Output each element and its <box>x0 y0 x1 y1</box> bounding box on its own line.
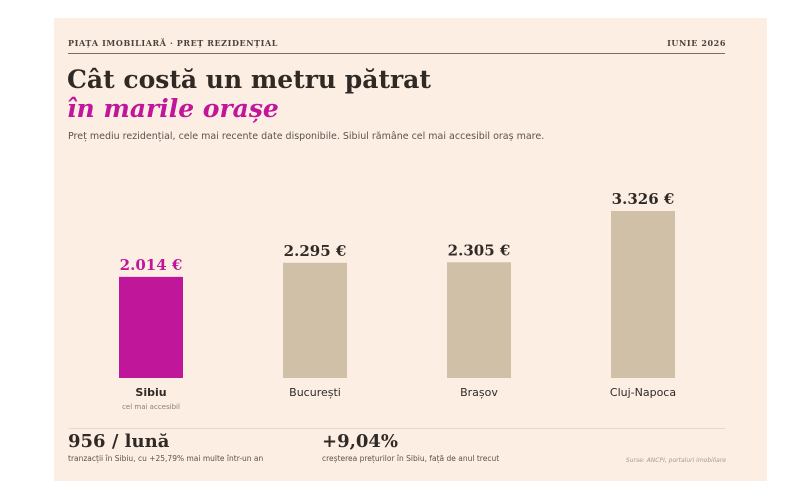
price-bar-chart: 2.014 € Sibiu cel mai accesibil 2.295 € Bucu… <box>119 190 676 411</box>
footer-divider <box>68 428 725 429</box>
headline-line-2: în marile orașe <box>67 94 279 123</box>
stat-transactions: 956 / lună tranzacții în Sibiu, cu +25,7… <box>68 431 263 463</box>
stat-transactions-value: 956 / lună <box>68 431 170 452</box>
highlight-note: cel mai accesibil <box>122 403 180 411</box>
bar-value-label: 2.305 € <box>448 241 511 259</box>
bar-cluj-napoca <box>611 211 675 378</box>
source-note: Surse: ANCPI, portaluri imobiliare <box>625 457 726 464</box>
chart-subtitle: Preț mediu rezidențial, cele mai recente… <box>68 131 545 142</box>
bar-value-label: 2.014 € <box>120 256 183 274</box>
bar-value-label: 2.295 € <box>284 242 347 260</box>
infographic-card: PIAȚA IMOBILIARĂ · PREȚ REZIDENȚIAL IUNI… <box>54 18 767 481</box>
category-label: Brașov <box>460 386 498 399</box>
issue-date: IUNIE 2026 <box>667 38 726 48</box>
section-eyebrow: PIAȚA IMOBILIARĂ · PREȚ REZIDENȚIAL <box>68 38 279 48</box>
bar-brașov <box>447 262 511 378</box>
header-divider <box>68 53 725 54</box>
stat-price-growth: +9,04% creșterea prețurilor în Sibiu, fa… <box>322 431 499 463</box>
stat-price-growth-value: +9,04% <box>322 431 399 452</box>
headline-line-1: Cât costă un metru pătrat <box>67 65 431 94</box>
category-label: Cluj-Napoca <box>610 386 676 399</box>
category-label: București <box>289 386 341 399</box>
bar-bucurești <box>283 262 347 378</box>
bar-sibiu <box>119 276 183 378</box>
stat-transactions-caption: tranzacții în Sibiu, cu +25,79% mai mult… <box>68 454 264 463</box>
category-label: Sibiu <box>135 386 166 399</box>
stat-price-growth-caption: creșterea prețurilor în Sibiu, față de a… <box>322 454 500 463</box>
bar-value-label: 3.326 € <box>612 190 675 208</box>
